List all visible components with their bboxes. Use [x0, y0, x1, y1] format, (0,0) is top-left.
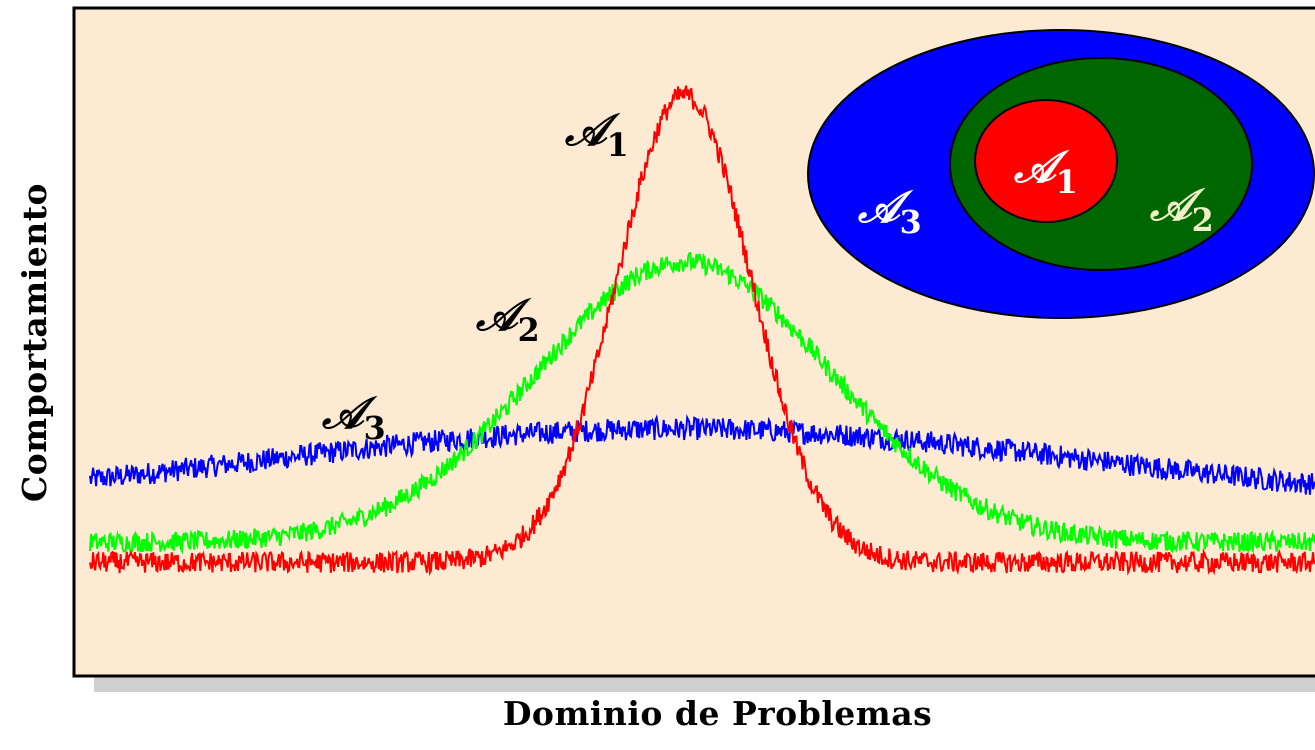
venn-outer-label: 𝒜3 [857, 182, 922, 241]
series-line-1 [89, 85, 1315, 577]
y-axis-label: Comportamiento [14, 182, 54, 502]
venn-inner-region [974, 99, 1118, 223]
x-axis-label: Dominio de Problemas [502, 694, 933, 733]
series-line-3 [89, 413, 1315, 495]
series-line-2 [89, 251, 1315, 555]
series-layer [89, 85, 1315, 577]
